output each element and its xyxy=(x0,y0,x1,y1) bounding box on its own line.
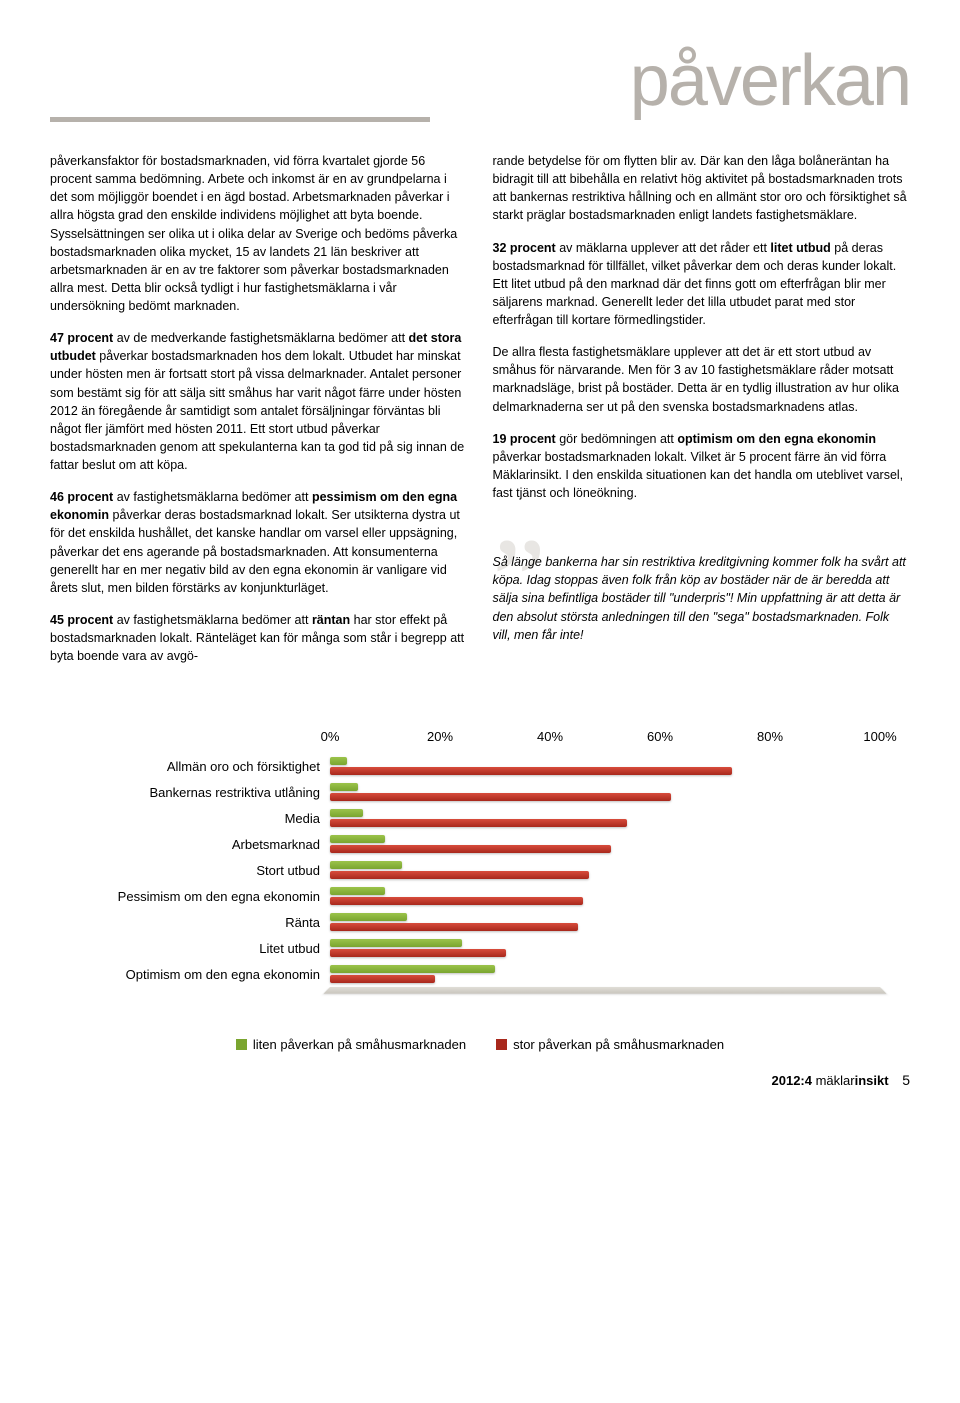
page-footer: 2012:4 mäklarinsikt 5 xyxy=(50,1072,910,1088)
chart-bar-row xyxy=(330,935,910,961)
chart-plot: 0%20%40%60%80%100% xyxy=(330,729,910,987)
chart-category-label: Media xyxy=(50,805,320,831)
stat-45: 45 procent xyxy=(50,613,113,627)
bar-green xyxy=(330,783,358,791)
chart-bar-row xyxy=(330,857,910,883)
chart-bar-row xyxy=(330,883,910,909)
legend-red: stor påverkan på småhusmarknaden xyxy=(496,1037,724,1052)
footer-issue: 2012:4 xyxy=(772,1073,816,1088)
chart-bars xyxy=(330,753,910,987)
para-r1: rande betydelse för om flytten blir av. … xyxy=(493,152,911,225)
chart-category-label: Ränta xyxy=(50,909,320,935)
axis-tick: 0% xyxy=(321,729,340,744)
axis-tick: 100% xyxy=(863,729,896,744)
chart-bar-row xyxy=(330,779,910,805)
chart-bar-row xyxy=(330,909,910,935)
bar-green xyxy=(330,757,347,765)
chart-bar-row xyxy=(330,961,910,987)
axis-tick: 60% xyxy=(647,729,673,744)
axis-tick: 40% xyxy=(537,729,563,744)
stat-47: 47 procent xyxy=(50,331,113,345)
bar-green xyxy=(330,939,462,947)
bar-green xyxy=(330,835,385,843)
chart-bar-row xyxy=(330,753,910,779)
chart-bar-row xyxy=(330,805,910,831)
header-rule xyxy=(50,117,430,122)
stat-32: 32 procent xyxy=(493,241,556,255)
bar-red xyxy=(330,949,506,957)
bar-green xyxy=(330,861,402,869)
bar-red xyxy=(330,975,435,983)
stat-19: 19 procent xyxy=(493,432,556,446)
chart-category-label: Arbetsmarknad xyxy=(50,831,320,857)
para-3: 46 procent av fastighetsmäklarna bedömer… xyxy=(50,488,468,597)
chart-category-labels: Allmän oro och försiktighetBankernas res… xyxy=(50,729,330,987)
bar-red xyxy=(330,897,583,905)
page-number: 5 xyxy=(902,1072,910,1088)
para-r3: De allra flesta fastighetsmäklare upplev… xyxy=(493,343,911,416)
pull-quote: Så länge bankerna har sin restriktiva kr… xyxy=(493,553,911,644)
legend-green: liten påverkan på småhusmarknaden xyxy=(236,1037,466,1052)
bar-red xyxy=(330,923,578,931)
footer-brand-b: insikt xyxy=(855,1073,889,1088)
page-header: påverkan xyxy=(50,40,910,122)
para-2: 47 procent av de medverkande fastighetsm… xyxy=(50,329,468,474)
legend-swatch-green-icon xyxy=(236,1039,247,1050)
para-4: 45 procent av fastighetsmäklarna bedömer… xyxy=(50,611,468,665)
axis-tick: 20% xyxy=(427,729,453,744)
para-r2: 32 procent av mäklarna upplever att det … xyxy=(493,239,911,330)
footer-brand-a: mäklar xyxy=(816,1073,855,1088)
legend-green-label: liten påverkan på småhusmarknaden xyxy=(253,1037,466,1052)
chart-category-label: Pessimism om den egna ekonomin xyxy=(50,883,320,909)
term-ranta: räntan xyxy=(312,613,350,627)
para-r4: 19 procent gör bedömningen att optimism … xyxy=(493,430,911,503)
left-column: påverkansfaktor för bostadsmarknaden, vi… xyxy=(50,152,468,679)
chart-category-label: Allmän oro och försiktighet xyxy=(50,753,320,779)
bar-red xyxy=(330,767,732,775)
bar-green xyxy=(330,913,407,921)
term-optimism: optimism om den egna ekonomin xyxy=(677,432,876,446)
chart-base xyxy=(324,987,887,994)
chart-legend: liten påverkan på småhusmarknaden stor p… xyxy=(50,1037,910,1052)
chart: Allmän oro och försiktighetBankernas res… xyxy=(50,729,910,987)
bar-green xyxy=(330,965,495,973)
chart-category-label: Stort utbud xyxy=(50,857,320,883)
chart-category-label: Bankernas restriktiva utlåning xyxy=(50,779,320,805)
stat-46: 46 procent xyxy=(50,490,113,504)
legend-swatch-red-icon xyxy=(496,1039,507,1050)
legend-red-label: stor påverkan på småhusmarknaden xyxy=(513,1037,724,1052)
axis-tick: 80% xyxy=(757,729,783,744)
term-litet-utbud: litet utbud xyxy=(770,241,830,255)
para-1: påverkansfaktor för bostadsmarknaden, vi… xyxy=(50,152,468,315)
bar-red xyxy=(330,793,671,801)
bar-red xyxy=(330,845,611,853)
body-columns: påverkansfaktor för bostadsmarknaden, vi… xyxy=(50,152,910,679)
right-column: rande betydelse för om flytten blir av. … xyxy=(493,152,911,679)
bar-red xyxy=(330,819,627,827)
bar-green xyxy=(330,887,385,895)
chart-bar-row xyxy=(330,831,910,857)
chart-category-label: Litet utbud xyxy=(50,935,320,961)
chart-axis: 0%20%40%60%80%100% xyxy=(330,729,910,753)
page-title: påverkan xyxy=(50,40,910,122)
chart-category-label: Optimism om den egna ekonomin xyxy=(50,961,320,987)
bar-red xyxy=(330,871,589,879)
bar-green xyxy=(330,809,363,817)
